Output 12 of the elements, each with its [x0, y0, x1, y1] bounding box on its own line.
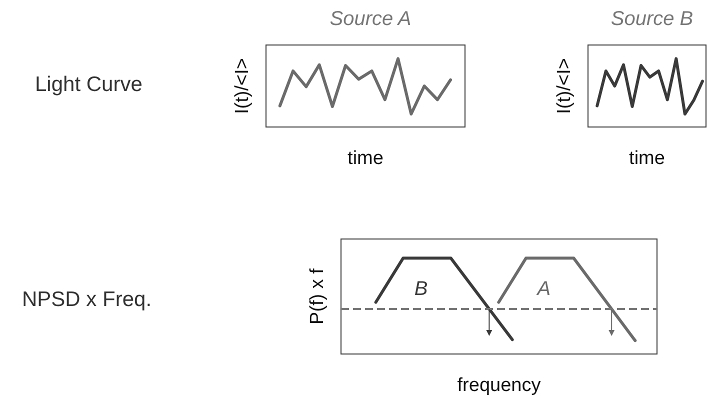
text: Light Curve [35, 73, 142, 96]
x-axis-title: frequency [457, 375, 542, 396]
x-axis-title: time [629, 148, 665, 169]
series-label: A [536, 278, 551, 300]
text: NPSD x Freq. [22, 288, 152, 311]
series-label: B [414, 278, 428, 300]
chart-title: Source A [330, 8, 412, 30]
chart-title: Source B [610, 8, 694, 30]
y-axis-title: I(t)/<I> [232, 58, 253, 114]
x-axis-title: time [348, 148, 384, 169]
y-axis-title: P(f) x f [307, 268, 328, 324]
y-axis-title: I(t)/<I> [554, 58, 575, 114]
